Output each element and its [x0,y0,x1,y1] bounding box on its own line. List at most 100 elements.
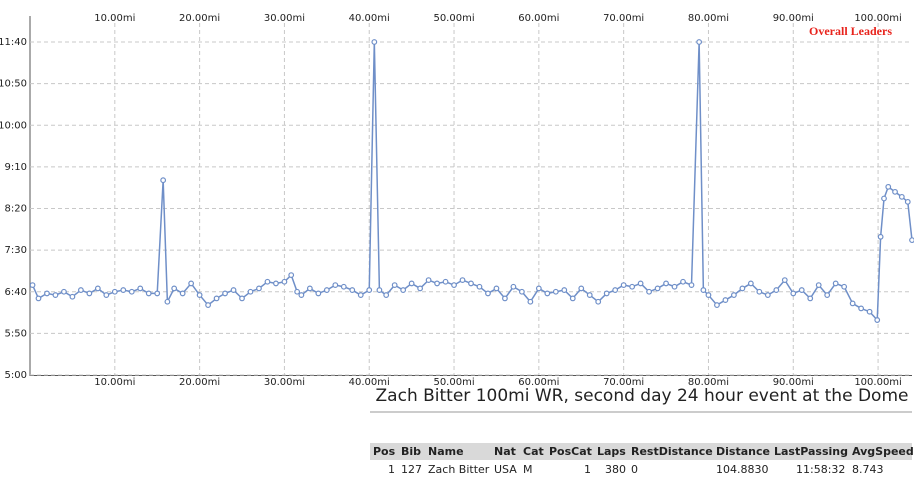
point [315,290,322,297]
x-tick-label: 80.00mi [688,377,729,388]
point [909,237,914,244]
point [798,287,805,293]
point [188,280,195,287]
point [815,282,822,288]
x-tick-label: 70.00mi [603,377,644,388]
x-tick-label-top: 20.00mi [179,13,220,24]
point [841,283,848,290]
point [417,285,424,292]
point [696,39,703,45]
point [213,295,220,302]
x-tick-label-top: 30.00mi [264,13,305,24]
y-tick-label: 5:50 [5,328,27,339]
point [247,288,254,295]
x-tick-label: 100.00mi [854,377,902,388]
point [898,193,905,200]
point [874,317,881,323]
x-tick-label-top: 50.00mi [433,13,474,24]
point [629,283,636,290]
point [128,288,135,295]
point [52,292,59,298]
x-tick-label-top: 80.00mi [688,13,729,24]
point [904,198,911,205]
point [569,295,576,302]
point [535,285,542,292]
point [849,300,856,307]
y-tick-label: 7:30 [5,245,27,256]
point [30,282,36,288]
point [502,295,508,302]
table-cell: 380 [605,463,626,476]
point [137,285,144,292]
point [434,280,440,287]
x-tick-label-top: 10.00mi [94,13,135,24]
table-header: LastPassing [774,445,848,458]
point [654,285,661,292]
x-tick-label: 40.00mi [349,377,390,388]
table-cell: M [523,463,533,476]
y-tick-label: 8:20 [5,204,27,215]
point [145,290,152,297]
point [44,290,50,297]
point [671,283,678,290]
point [256,285,262,292]
x-tick-label: 90.00mi [773,377,814,388]
point [171,285,178,292]
point [544,290,551,297]
point [61,288,67,295]
point [476,283,483,290]
x-tick-label: 30.00mi [264,377,305,388]
point [164,298,171,305]
line [31,41,913,322]
point [586,292,593,298]
y-tick-label: 6:40 [5,287,27,298]
point [552,288,559,295]
point [764,292,771,298]
point [877,233,884,240]
point [376,287,383,293]
point [371,39,378,45]
point [881,195,887,202]
point [485,290,491,297]
table-cell: USA [494,463,517,476]
point [94,285,101,292]
table-header: Bib [401,445,421,458]
table-cell: Zach Bitter [428,463,490,476]
point [86,290,93,297]
table-cell: 8.743 [852,463,884,476]
point [298,292,305,298]
point [205,302,211,308]
point [688,282,695,288]
x-tick-label-top: 90.00mi [773,13,814,24]
table-header: RestDistance [631,445,713,458]
point [69,293,76,300]
table-header: Distance [716,445,770,458]
y-tick-label: 10:00 [0,120,27,131]
point [468,280,474,287]
point [646,288,652,295]
table-header: PosCat [549,445,592,458]
point [77,287,84,293]
y-tick-label: 5:00 [5,370,27,381]
point [357,292,364,298]
y-tick-label: 9:10 [5,162,27,173]
table-header-bg [370,443,912,460]
table-cell: 104.8830 [716,463,769,476]
point [527,298,534,305]
point [739,285,746,292]
point [885,183,892,190]
x-tick-label: 20.00mi [179,377,220,388]
point [425,277,432,283]
point [264,278,271,285]
point [637,280,644,287]
series [30,39,914,323]
point [612,287,619,293]
table-cell: 0 [631,463,638,476]
legend-label: Overall Leaders [809,24,892,38]
point [332,282,339,288]
x-tick-label: 50.00mi [433,377,474,388]
point [281,278,288,285]
point [239,295,245,302]
point [705,292,712,298]
